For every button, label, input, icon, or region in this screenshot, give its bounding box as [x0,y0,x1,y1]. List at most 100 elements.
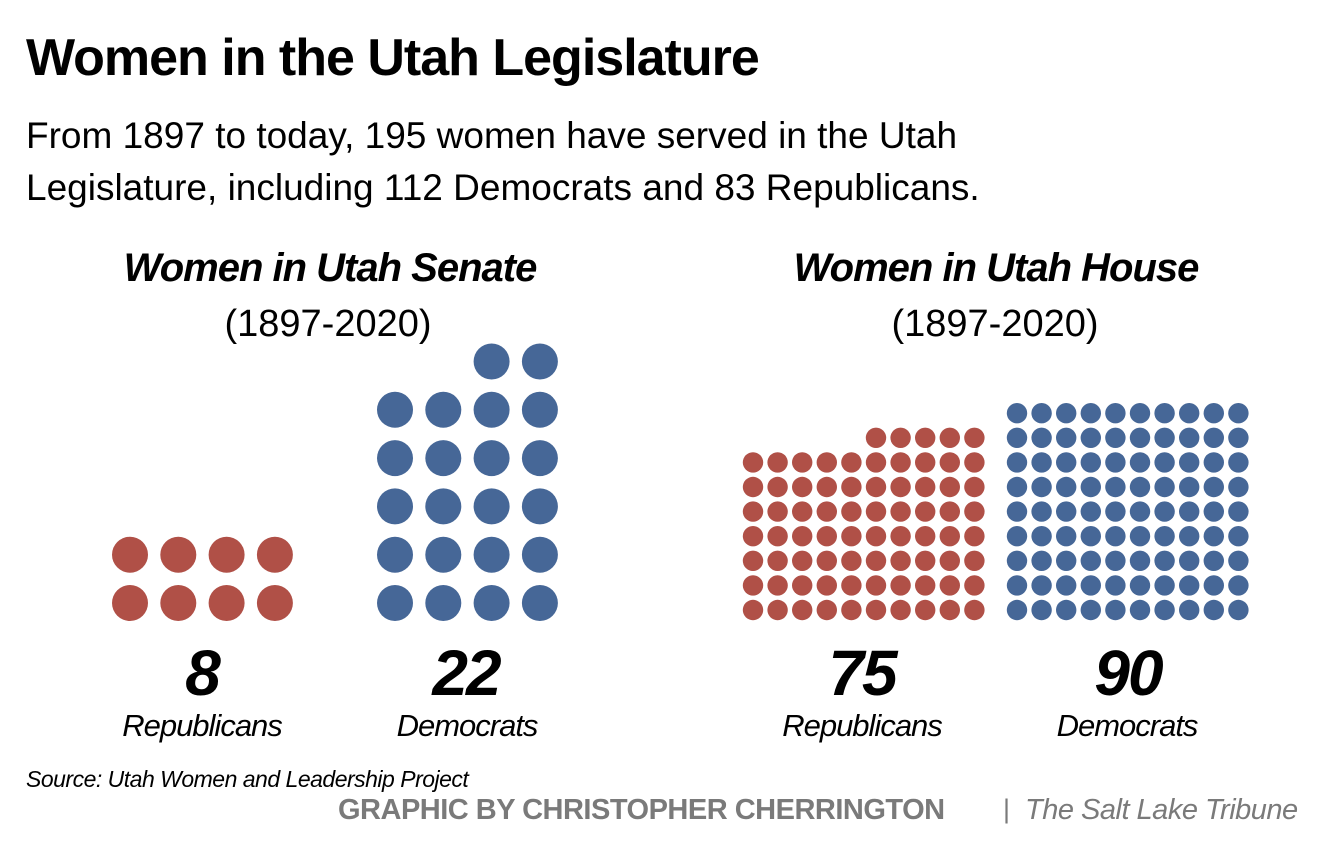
house-democrat-dot-43 [1080,501,1102,522]
house-republican-dot-19 [964,575,985,596]
house-republican-dot-8 [939,599,960,621]
house-republican-dot-16 [890,575,911,596]
house-republican-dot-59 [964,476,985,498]
house-democrat-dot-33 [1080,526,1102,547]
house-democrat-dot-16 [1154,575,1175,596]
senate-democrat-dot-8 [377,488,413,525]
house-democrat-dot-13 [1080,575,1102,596]
subtitle-line-1: From 1897 to today, 195 women have serve… [26,115,958,156]
house-republican-dot-72 [915,427,936,448]
house-democrat-dot-89 [1228,403,1249,424]
house-republican-dot-5 [865,599,887,621]
house-republican-dot-36 [890,526,911,547]
senate-republican-dot-6 [208,536,245,573]
house-democrat-dot-69 [1228,452,1249,473]
house-democrat-dot-82 [1056,403,1077,424]
house-republican-dot-55 [865,476,887,498]
house-democrat-dot-6 [1154,599,1175,621]
senate-democrat-dot-0 [377,585,413,621]
house-republican-dot-39 [964,526,985,547]
house-democrat-dot-27 [1179,550,1200,571]
house-republican-dot-67 [915,452,936,473]
senate-chart-title: Women in Utah Senate [123,246,538,290]
senate-democrat-count: 22 [432,637,501,709]
senate-democrat-dot-3 [521,585,558,621]
senate-democrat-dot-17 [425,391,462,428]
house-democrat-dot-65 [1129,452,1151,473]
house-republican-dot-69 [964,452,985,473]
house-democrat-dot-81 [1031,403,1052,424]
senate-democrat-dot-7 [521,536,558,573]
credit-separator: | [1003,794,1011,824]
house-democrat-dot-56 [1154,476,1175,498]
house-democrat-dot-63 [1080,452,1102,473]
senate-republican-dot-3 [256,585,293,621]
house-republican-label: Republicans [782,708,943,743]
house-republican-dot-43 [816,501,837,522]
senate-republican-dot-7 [256,536,293,573]
senate-democrat-dot-11 [521,488,558,525]
house-democrat-dot-73 [1080,427,1102,448]
senate-democrat-dot-15 [521,440,558,477]
house-republican-dot-1 [767,599,788,621]
house-democrat-dot-74 [1105,427,1126,448]
house-democrat-dot-37 [1179,526,1200,547]
senate-democrat-dot-9 [425,488,462,525]
house-republican-dot-20 [742,550,764,571]
house-democrat-dot-62 [1056,452,1077,473]
house-democrat-dot-79 [1228,427,1249,448]
house-democrat-dot-29 [1228,550,1249,571]
house-democrat-dot-67 [1179,452,1200,473]
house-republican-dot-31 [767,526,788,547]
house-democrat-dot-23 [1080,550,1102,571]
house-democrat-dot-42 [1056,501,1077,522]
house-republican-dot-29 [964,550,985,571]
senate-democrat-label: Democrats [396,708,539,743]
house-republican-dot-63 [816,452,837,473]
house-democrat-dot-70 [1006,427,1028,448]
house-republican-dot-48 [939,501,960,522]
house-democrat-dot-36 [1154,526,1175,547]
house-democrat-dot-4 [1105,599,1126,621]
house-republican-dot-44 [841,501,862,522]
senate-republican-dot-5 [160,536,197,573]
house-democrat-dot-34 [1105,526,1126,547]
house-republican-dot-56 [890,476,911,498]
house-democrat-dot-25 [1129,550,1151,571]
house-democrat-dot-77 [1179,427,1200,448]
senate-democrat-dot-6 [473,536,510,573]
house-democrat-label: Democrats [1056,708,1199,743]
senate-chart-years: (1897-2020) [224,303,432,345]
house-republican-dot-15 [865,575,887,596]
house-democrat-dot-21 [1031,550,1052,571]
house-republican-dot-57 [915,476,936,498]
house-democrat-dot-54 [1105,476,1126,498]
house-democrat-count: 90 [1094,637,1163,709]
house-republican-dot-27 [915,550,936,571]
senate-democrat-dot-10 [473,488,510,525]
house-democrat-dot-20 [1006,550,1028,571]
page-title: Women in the Utah Legislature [26,29,760,87]
house-democrat-dot-40 [1006,501,1028,522]
house-republican-dot-3 [816,599,837,621]
subtitle-line-2: Legislature, including 112 Democrats and… [26,167,980,208]
house-democrat-dot-47 [1179,501,1200,522]
house-democrat-dot-64 [1105,452,1126,473]
house-democrat-dot-5 [1129,599,1151,621]
house-republican-dot-60 [742,452,764,473]
house-democrat-dot-80 [1006,403,1028,424]
house-democrat-dot-71 [1031,427,1052,448]
house-democrat-dot-24 [1105,550,1126,571]
house-democrat-dot-7 [1179,599,1200,621]
house-democrat-dot-8 [1203,599,1225,621]
house-republican-dot-33 [816,526,837,547]
house-democrat-dot-57 [1179,476,1200,498]
senate-democrat-dot-20 [473,343,510,380]
house-democrat-dot-28 [1203,550,1225,571]
senate-democrat-dot-21 [521,343,558,380]
house-democrat-dot-75 [1129,427,1151,448]
house-republican-dot-34 [841,526,862,547]
house-republican-dot-47 [915,501,936,522]
house-republican-dot-17 [915,575,936,596]
house-chart-years: (1897-2020) [891,303,1099,345]
